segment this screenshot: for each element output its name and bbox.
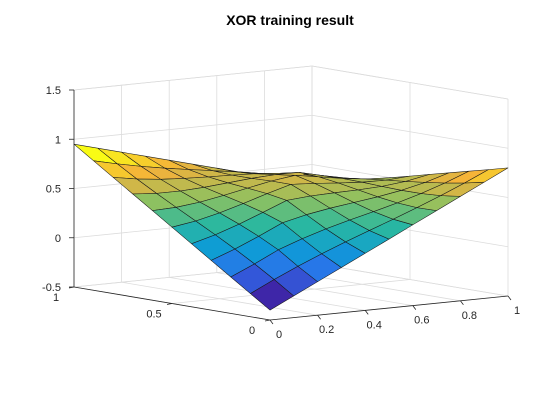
x-tick-mark <box>364 310 369 315</box>
z-tick-label: 0.5 <box>46 184 61 196</box>
x-tick-mark <box>412 305 417 310</box>
x-tick-label: 0.6 <box>414 315 429 327</box>
box-edge <box>73 65 313 91</box>
chart-title: XOR training result <box>226 12 354 28</box>
x-tick-mark <box>460 300 464 306</box>
z-tick-label: 1 <box>55 134 61 146</box>
x-tick-mark <box>269 319 274 325</box>
x-tick-mark <box>507 295 512 301</box>
y-tick-label: 0 <box>249 325 255 337</box>
z-tick-label: 0 <box>55 233 61 245</box>
x-tick-mark <box>317 314 321 320</box>
surface-facet <box>464 167 509 184</box>
surface <box>73 143 509 311</box>
y-tick-label: 0.5 <box>146 309 161 321</box>
box-edge <box>311 65 509 100</box>
side-wall-gridline <box>311 262 509 297</box>
tick-labels: 0 0.2 0.4 0.6 0.8 100.51-0.500.511.5 <box>42 85 520 341</box>
x-axis-line <box>269 295 509 321</box>
y-tick-mark <box>166 303 173 305</box>
x-tick-label: 0.4 <box>367 319 382 331</box>
y-tick-mark <box>264 319 271 322</box>
side-wall-gridline <box>311 114 509 149</box>
x-tick-label: 1 <box>514 305 520 317</box>
x-tick-label: 0 <box>276 329 282 341</box>
x-tick-label: 0.2 <box>319 324 334 336</box>
z-tick-label: 1.5 <box>46 85 61 97</box>
back-wall-gridline <box>73 114 313 140</box>
y-tick-label: 1 <box>53 292 59 304</box>
z-tick-label: -0.5 <box>42 282 61 294</box>
x-tick-label: 0.8 <box>462 310 477 322</box>
